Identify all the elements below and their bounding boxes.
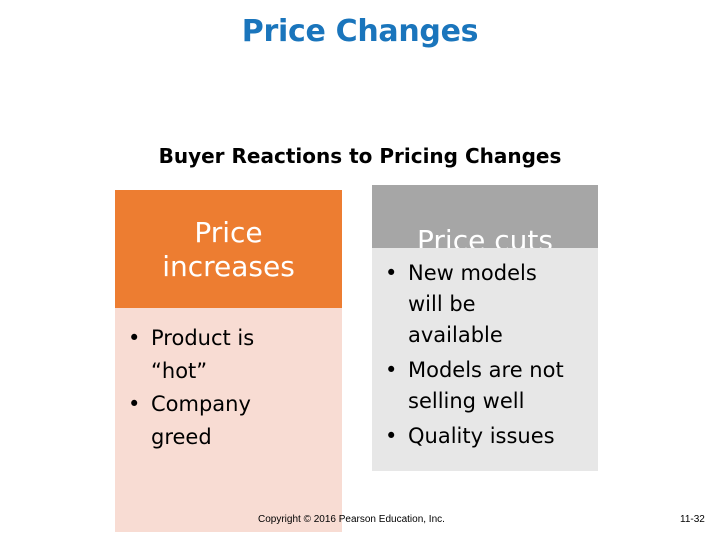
price-increases-list: • Product is “hot” • Company greed [124, 322, 334, 454]
slide-subtitle: Buyer Reactions to Pricing Changes [158, 144, 562, 168]
list-item: • New models will be available [381, 258, 558, 351]
list-item: • Company greed [124, 388, 291, 454]
price-cuts-list: • New models will be available • Models … [381, 258, 595, 452]
list-item: • Product is “hot” [124, 322, 291, 388]
price-increases-heading-line2: increases [162, 250, 295, 283]
bullet-icon: • [385, 424, 398, 448]
page-number: 11-32 [680, 514, 705, 525]
price-increases-heading-line1: Price [194, 216, 263, 249]
list-item-text: Product is “hot” [151, 326, 255, 383]
price-increases-heading: Price increases [115, 216, 342, 284]
list-item-text: Models are not selling well [408, 358, 564, 413]
bullet-icon: • [385, 261, 398, 285]
price-increases-header [115, 190, 342, 308]
list-item-text: Company greed [151, 392, 251, 449]
list-item: • Models are not selling well [381, 355, 618, 417]
copyright-notice: Copyright © 2016 Pearson Education, Inc. [258, 514, 445, 525]
bullet-icon: • [128, 326, 141, 350]
bullet-icon: • [128, 392, 141, 416]
price-cuts-panel [372, 248, 598, 471]
list-item-text: Quality issues [408, 424, 555, 448]
list-item-text: New models will be available [408, 261, 537, 347]
slide-title: Price Changes [241, 14, 479, 49]
list-item: • Quality issues [381, 421, 618, 452]
bullet-icon: • [385, 358, 398, 382]
price-cuts-heading: Price cuts [417, 224, 553, 248]
